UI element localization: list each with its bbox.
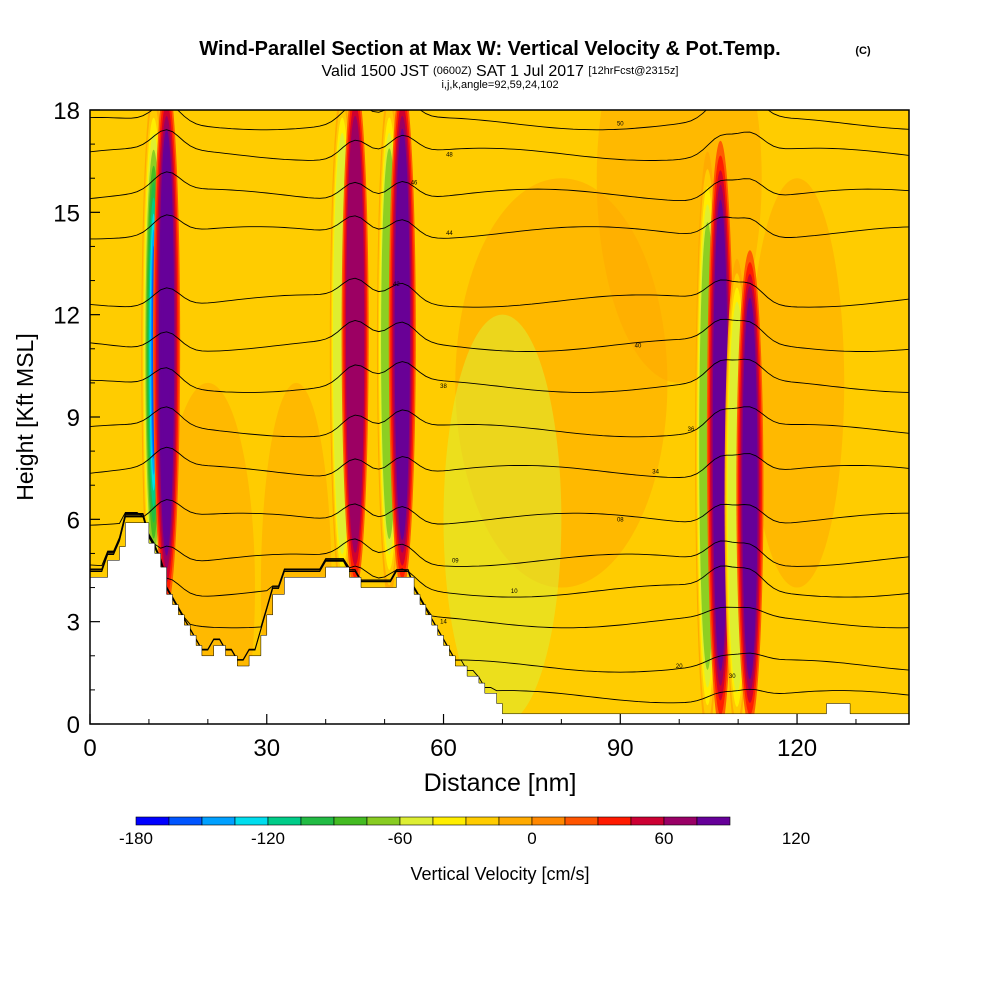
colorbar-swatch [597, 816, 632, 826]
colorbar-swatch [663, 816, 698, 826]
updraft-band [746, 333, 754, 644]
colorbar-swatch [333, 816, 368, 826]
theta-contour-line [90, 171, 909, 202]
colorbar-tick-label: 0 [527, 829, 536, 848]
theta-contour-line [90, 513, 909, 598]
theta-contour-label: 50 [617, 122, 624, 128]
theta-contour-line [90, 277, 909, 308]
updraft-band [394, 128, 410, 540]
y-tick-label: 9 [67, 405, 80, 432]
plot-area: 30 20 14 10 09 08 34 36 38 40 42 44 46 48 50 [90, 110, 909, 724]
theta-contour-label: 30 [729, 674, 736, 680]
x-tick-label: 90 [607, 735, 634, 762]
theta-contour-label: 44 [446, 231, 453, 237]
colorbar-label: Vertical Velocity [cm/s] [410, 864, 589, 884]
y-tick-label: 0 [67, 712, 80, 739]
updraft-band [717, 243, 724, 627]
forecast-tag: [12hrFcst@2315z] [588, 65, 678, 77]
theta-contour-label: 09 [452, 558, 459, 564]
colorbar-swatch [135, 816, 170, 826]
colorbar-swatch [630, 816, 665, 826]
colorbar-swatch [531, 816, 566, 826]
x-tick-label: 60 [430, 735, 457, 762]
theta-contour-line [90, 514, 909, 629]
copyright-mark: (C) [855, 45, 871, 57]
theta-contour-label: 10 [511, 589, 518, 595]
x-tick-label: 30 [253, 735, 280, 762]
theta-contour-label: 48 [446, 152, 453, 158]
colorbar-swatch [432, 816, 467, 826]
colorbar-swatch [564, 816, 599, 826]
x-tick-label: 120 [777, 735, 817, 762]
colorbar-swatch [234, 816, 269, 826]
theta-contour-line [90, 513, 909, 567]
theta-contour-line [90, 516, 909, 704]
y-tick-label: 15 [53, 200, 80, 227]
colorbar-swatch [498, 816, 533, 826]
theta-contour-line [90, 214, 909, 240]
theta-contour-line [90, 515, 909, 673]
theta-contour-label: 20 [676, 664, 683, 670]
x-tick-label: 0 [83, 735, 96, 762]
velocity-shading [141, 110, 845, 724]
theta-contour-line [90, 358, 909, 393]
theta-contour-line [90, 446, 909, 478]
colorbar-swatch [696, 816, 731, 826]
background-patch [443, 314, 562, 724]
theta-contour-label: 36 [688, 427, 695, 433]
theta-contour-line [90, 129, 909, 161]
terrain-mask [90, 522, 909, 724]
theta-contour-label: 34 [652, 470, 659, 476]
colorbar-tick-label: -120 [251, 829, 285, 848]
colorbar-tick-label: 60 [655, 829, 674, 848]
theta-contour-label: 46 [411, 181, 418, 187]
x-axis: 0 30 60 90 120 [83, 714, 857, 762]
chart-title: Wind-Parallel Section at Max W: Vertical… [199, 38, 780, 60]
colorbar-swatch [201, 816, 236, 826]
colorbar-tick-label: -180 [119, 829, 153, 848]
y-tick-label: 12 [53, 303, 80, 330]
valid-date: SAT 1 Jul 2017 [476, 63, 584, 80]
theta-contour-label: 38 [440, 384, 447, 390]
colorbar-swatch [465, 816, 500, 826]
theta-contour-line [90, 406, 909, 438]
updraft-band [346, 115, 365, 553]
theta-contours: 30 20 14 10 09 08 34 36 38 40 42 44 46 48 50 [90, 110, 909, 704]
y-tick-label: 3 [67, 610, 80, 637]
valid-zone: (0600Z) [433, 65, 472, 77]
x-axis-label: Distance [nm] [424, 769, 577, 797]
theta-contour-label: 42 [393, 282, 400, 288]
theta-contour-line [90, 110, 909, 131]
y-axis-label: Height [Kft MSL] [12, 333, 38, 500]
valid-time-line: Valid 1500 JST (0600Z) SAT 1 Jul 2017 [1… [322, 61, 679, 80]
theta-contour-line [90, 499, 909, 526]
theta-contour-label: 40 [635, 343, 642, 349]
colorbar-swatch [168, 816, 203, 826]
colorbar-tick-label: -60 [388, 829, 413, 848]
colorbar-swatch [300, 816, 335, 826]
index-info: i,j,k,angle=92,59,24,102 [441, 79, 558, 91]
y-tick-label: 18 [53, 98, 80, 125]
valid-prefix: Valid 1500 JST [322, 63, 430, 80]
updraft-band [163, 169, 170, 516]
y-tick-label: 6 [67, 507, 80, 534]
theta-contour-label: 08 [617, 517, 624, 523]
colorbar-swatch [267, 816, 302, 826]
colorbar-tick-label: 120 [782, 829, 810, 848]
colorbar-swatch [366, 816, 401, 826]
theta-contour-line [90, 318, 909, 352]
y-axis: 0 3 6 9 12 15 18 [53, 98, 100, 739]
theta-contour-label: 14 [440, 620, 447, 626]
colorbar: -180 -120 -60 0 60 120 [119, 816, 810, 848]
colorbar-swatch [399, 816, 434, 826]
